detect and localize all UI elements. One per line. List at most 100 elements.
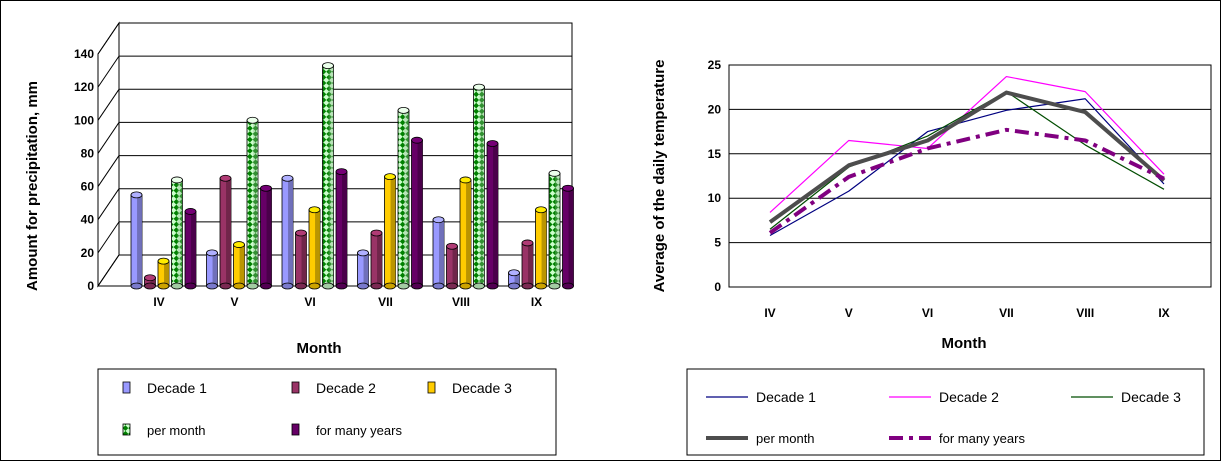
bar-top bbox=[219, 174, 232, 182]
bar-shade bbox=[377, 232, 382, 286]
y-tick-label: 0 bbox=[87, 279, 94, 293]
bar bbox=[562, 184, 574, 290]
bar-base bbox=[322, 282, 334, 290]
bar-top bbox=[548, 169, 561, 177]
y-tick-label: 60 bbox=[81, 180, 95, 194]
bar-top bbox=[432, 216, 445, 224]
bar-shade bbox=[390, 176, 396, 286]
bar bbox=[521, 239, 534, 290]
y-tick-label: 25 bbox=[708, 58, 722, 72]
bar bbox=[206, 249, 218, 290]
gridline-depth bbox=[97, 155, 120, 187]
series-line bbox=[769, 91, 1165, 230]
bar bbox=[322, 62, 334, 290]
bar-top bbox=[521, 239, 534, 247]
y-tick-label: 0 bbox=[714, 280, 721, 294]
y-tick-label: 20 bbox=[81, 246, 95, 260]
legend-swatch bbox=[291, 381, 300, 394]
legend-swatch bbox=[291, 423, 300, 436]
gridline-depth bbox=[97, 254, 120, 287]
x-tick-label: VII bbox=[999, 306, 1014, 320]
bar-top bbox=[357, 249, 369, 257]
bar-shade bbox=[177, 179, 183, 286]
bar-base bbox=[171, 282, 183, 290]
plot-area bbox=[728, 64, 1212, 288]
bar bbox=[473, 83, 485, 290]
bar-chart-y-ticks: 0 20 40 60 80 100 120 140 bbox=[74, 47, 94, 293]
x-tick-label: IV bbox=[764, 306, 775, 320]
bar-shade bbox=[404, 110, 409, 286]
legend-label: Decade 3 bbox=[452, 380, 512, 396]
bar-shade bbox=[452, 246, 458, 286]
bar bbox=[219, 174, 232, 290]
bar bbox=[308, 206, 321, 290]
gridline-depth bbox=[97, 55, 120, 88]
bar-top bbox=[281, 174, 294, 182]
bar-chart-x-ticks: IV V VI VII VIII IX bbox=[153, 295, 542, 309]
bar-shade bbox=[226, 178, 231, 286]
bar-shade bbox=[541, 209, 547, 286]
bar bbox=[486, 140, 499, 290]
bar-base bbox=[548, 282, 561, 290]
gridline-depth bbox=[97, 221, 120, 254]
x-tick-label: IX bbox=[531, 295, 542, 309]
bar-chart-legend-box bbox=[97, 368, 557, 456]
bar-top bbox=[508, 269, 520, 277]
series-line bbox=[768, 90, 1166, 224]
bar-base bbox=[459, 282, 472, 290]
bar-shade bbox=[342, 171, 347, 286]
legend-swatch bbox=[122, 423, 131, 436]
gridline-depth bbox=[97, 22, 120, 55]
bar-base bbox=[508, 282, 520, 290]
bar-base bbox=[308, 282, 321, 290]
gridline-depth bbox=[97, 89, 120, 121]
bar-shade bbox=[417, 140, 423, 286]
bar-shade bbox=[266, 188, 272, 286]
x-tick-label: VIII bbox=[1076, 306, 1094, 320]
bar bbox=[370, 229, 383, 290]
legend-label: Decade 2 bbox=[939, 389, 999, 405]
bar-top bbox=[171, 176, 183, 184]
bar bbox=[411, 136, 423, 290]
bar-top bbox=[260, 184, 272, 192]
bar-base bbox=[370, 282, 383, 290]
bar bbox=[281, 174, 294, 290]
bar-top bbox=[308, 206, 321, 214]
y-tick-label: 10 bbox=[708, 191, 722, 205]
bar-shade bbox=[288, 178, 293, 286]
bar-base bbox=[295, 282, 307, 290]
line-chart-x-axis-title: Month bbox=[942, 335, 987, 352]
bar-top bbox=[144, 274, 156, 282]
bar bbox=[246, 116, 259, 290]
y-tick-label: 20 bbox=[708, 102, 722, 116]
side-wall bbox=[97, 21, 120, 288]
bar-top bbox=[486, 140, 499, 147]
bar-shade bbox=[493, 143, 498, 286]
bar-top bbox=[130, 191, 143, 199]
gridline-depth bbox=[97, 122, 120, 154]
x-tick-label: V bbox=[230, 295, 238, 309]
bar-base bbox=[144, 282, 156, 290]
bar bbox=[157, 257, 170, 290]
legend-label: Decade 2 bbox=[316, 380, 376, 396]
bar-base bbox=[357, 282, 369, 290]
bar-base bbox=[562, 282, 574, 290]
y-tick-label: 100 bbox=[74, 113, 94, 127]
legend-label: Decade 3 bbox=[1121, 389, 1181, 405]
legend-label: per month bbox=[756, 431, 815, 446]
line-chart-y-axis-title: Average of the daily temperature bbox=[651, 60, 668, 293]
x-tick-label: V bbox=[845, 306, 853, 320]
bar-chart-x-axis-title: Month bbox=[297, 340, 342, 357]
bar-top bbox=[184, 208, 197, 215]
bar-base bbox=[535, 282, 547, 290]
line-chart-y-ticks: 0 5 10 15 20 25 bbox=[708, 58, 722, 294]
bar-shade bbox=[164, 261, 169, 286]
bar bbox=[335, 168, 348, 290]
bar-base bbox=[260, 282, 272, 290]
legend-label: per month bbox=[147, 423, 206, 438]
bar-base bbox=[281, 282, 294, 290]
bar-top bbox=[295, 229, 307, 237]
bar-shade bbox=[253, 120, 258, 287]
